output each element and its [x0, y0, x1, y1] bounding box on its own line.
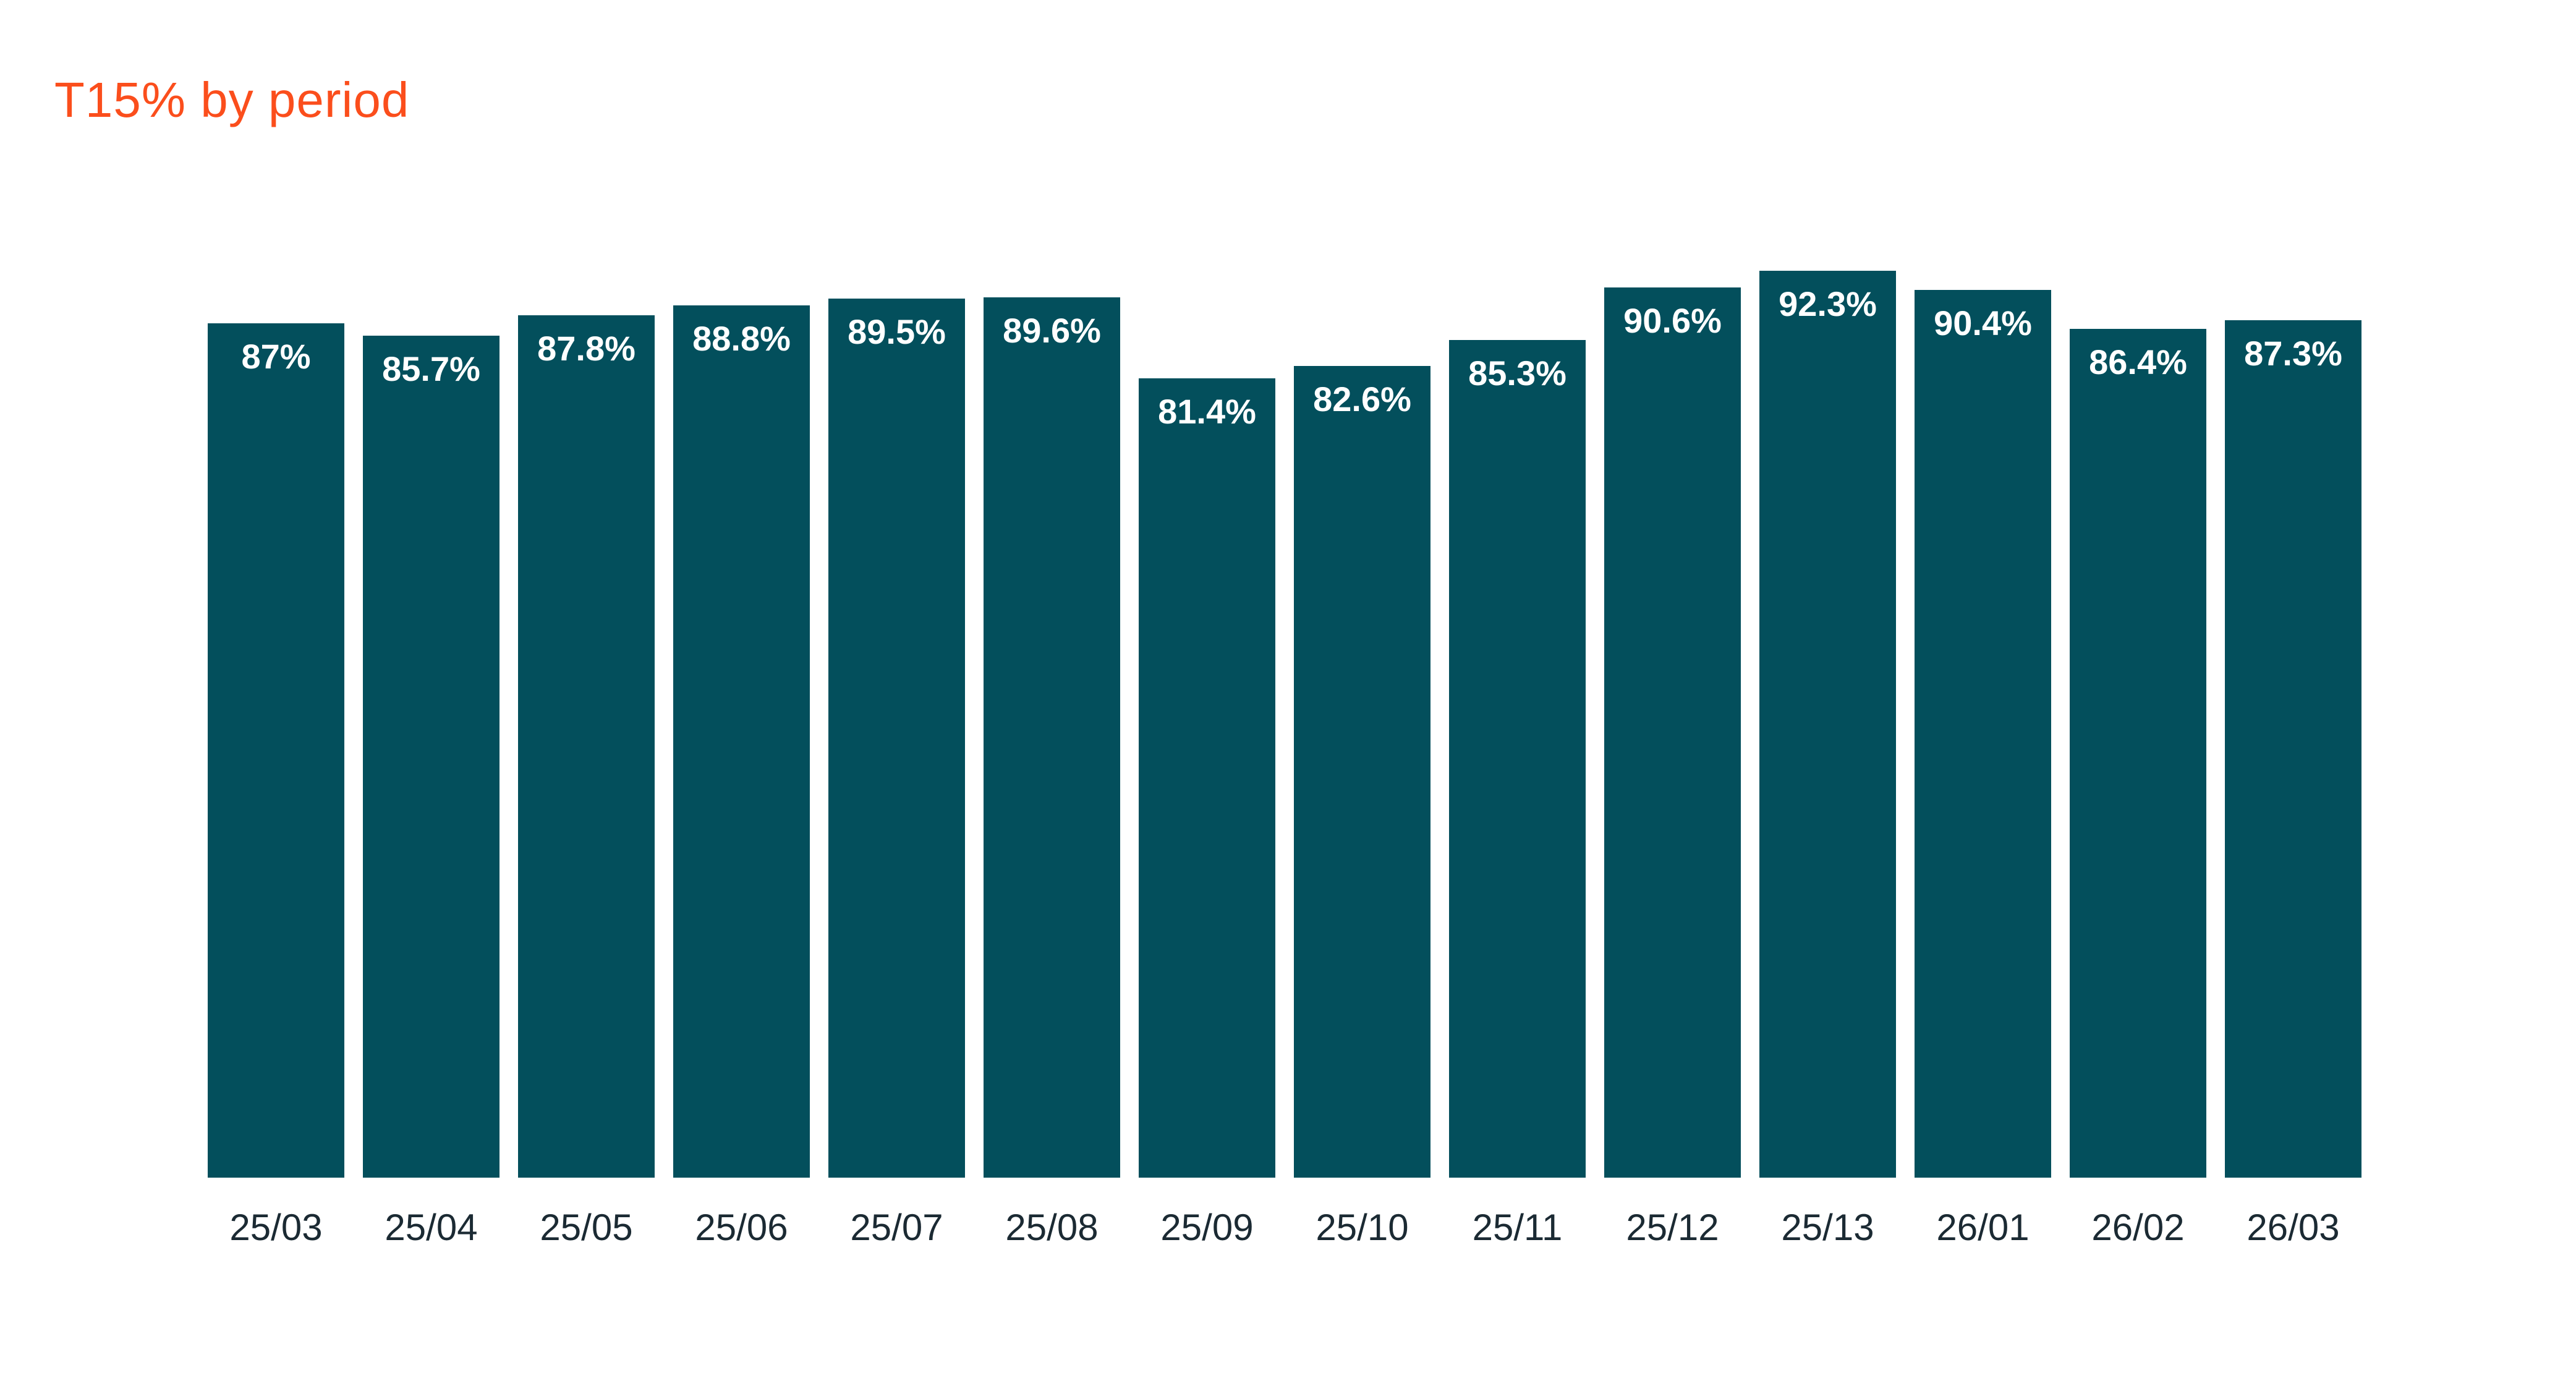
- bar-25/11[interactable]: 85.3%: [1449, 340, 1586, 1178]
- x-axis-label: 25/11: [1472, 1207, 1563, 1248]
- x-axis-label: 26/01: [1936, 1207, 2030, 1248]
- x-axis-label: 25/09: [1160, 1207, 1254, 1248]
- bar-25/10[interactable]: 82.6%: [1294, 366, 1430, 1178]
- x-axis-label: 26/03: [2247, 1207, 2340, 1248]
- bar-value-label: 85.3%: [1468, 354, 1566, 393]
- bar-value-label: 90.4%: [1934, 304, 2032, 342]
- bar-value-label: 82.6%: [1313, 380, 1411, 419]
- x-axis-label: 25/08: [1005, 1207, 1099, 1248]
- x-axis: 25/03 25/04 25/05 25/06 25/07 25/08 25/09 25/10…: [208, 1209, 2361, 1246]
- bar-25/09[interactable]: 81.4%: [1139, 378, 1275, 1178]
- bar-25/04[interactable]: 85.7%: [363, 336, 499, 1178]
- x-axis-label: 25/10: [1316, 1207, 1409, 1248]
- x-axis-label: 25/12: [1626, 1207, 1719, 1248]
- bar-value-label: 90.6%: [1623, 301, 1722, 340]
- bar-25/03[interactable]: 87%: [208, 323, 344, 1178]
- bar-value-label: 81.4%: [1158, 392, 1256, 431]
- bar-25/13[interactable]: 92.3%: [1759, 271, 1896, 1178]
- x-axis-label: 25/07: [850, 1207, 943, 1248]
- bar-value-label: 87.8%: [537, 329, 635, 368]
- bar-value-label: 87%: [241, 337, 311, 376]
- bar-25/06[interactable]: 88.8%: [673, 305, 810, 1178]
- bar-chart-plot-area: 87% 85.7% 87.8% 88.8% 89.5% 89.6% 81.4% 82.6% 85…: [208, 195, 2361, 1178]
- x-axis-label: 25/04: [385, 1207, 478, 1248]
- bar-25/07[interactable]: 89.5%: [828, 299, 965, 1178]
- bar-value-label: 92.3%: [1779, 284, 1877, 323]
- bar-value-label: 86.4%: [2089, 342, 2187, 381]
- bar-value-label: 88.8%: [692, 319, 791, 358]
- bar-value-label: 87.3%: [2244, 334, 2342, 373]
- bar-26/03[interactable]: 87.3%: [2225, 320, 2361, 1178]
- bar-value-label: 89.5%: [848, 312, 946, 351]
- bar-25/08[interactable]: 89.6%: [984, 297, 1120, 1178]
- x-axis-label: 25/05: [540, 1207, 633, 1248]
- x-axis-label: 25/13: [1781, 1207, 1874, 1248]
- x-axis-label: 25/06: [695, 1207, 788, 1248]
- x-axis-label: 26/02: [2091, 1207, 2185, 1248]
- bar-26/01[interactable]: 90.4%: [1915, 290, 2051, 1178]
- bar-value-label: 85.7%: [382, 349, 480, 388]
- x-axis-label: 25/03: [229, 1207, 323, 1248]
- chart-title: T15% by period: [54, 72, 410, 127]
- bar-25/12[interactable]: 90.6%: [1604, 287, 1741, 1178]
- bar-value-label: 89.6%: [1003, 311, 1101, 350]
- bar-25/05[interactable]: 87.8%: [518, 315, 655, 1178]
- bar-26/02[interactable]: 86.4%: [2070, 329, 2206, 1178]
